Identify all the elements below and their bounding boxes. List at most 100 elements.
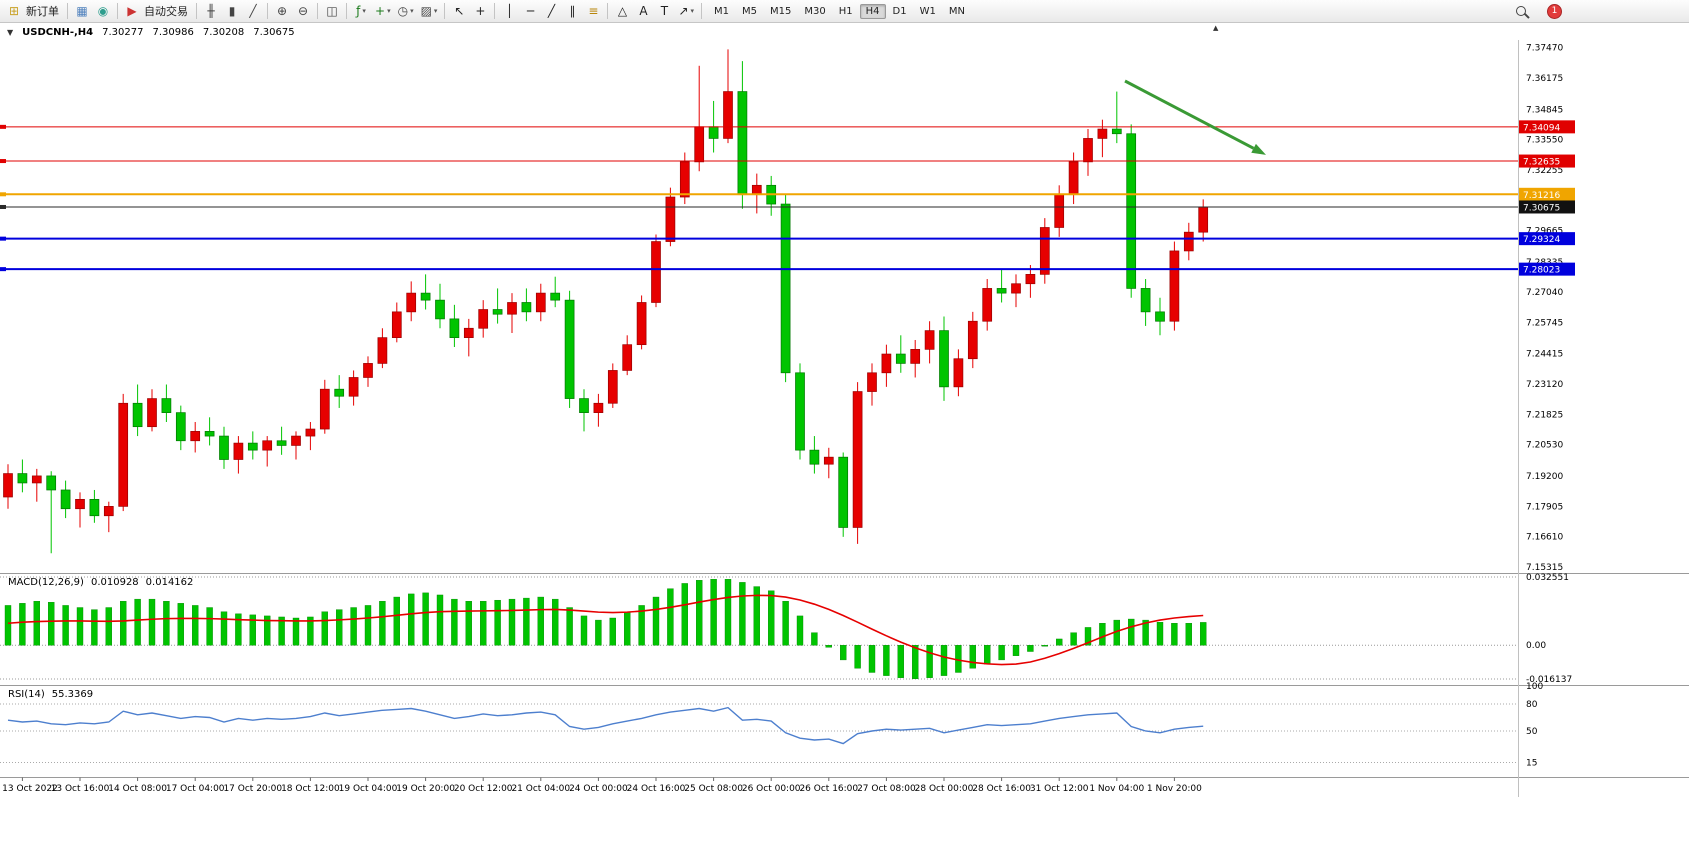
text-label-button[interactable]: T	[654, 2, 674, 21]
trendline-button[interactable]: ╱	[541, 2, 561, 21]
timeframe-h1[interactable]: H1	[838, 5, 853, 17]
crosshair-button[interactable]: +	[470, 2, 490, 21]
timeframe-m1[interactable]: M1	[714, 5, 730, 17]
macd-histogram-bar	[782, 601, 789, 646]
candle	[1083, 138, 1093, 163]
date-axis-label: 27 Oct 08:00	[857, 784, 916, 794]
date-axis-label: 13 Oct 16:00	[51, 784, 110, 794]
macd-histogram-bar	[292, 617, 300, 646]
macd-value-signal: 0.014162	[145, 577, 194, 588]
macd-histogram-bar	[278, 616, 285, 646]
cursor-button[interactable]: ↖	[449, 2, 469, 21]
price-badge	[1519, 262, 1575, 276]
templates-button[interactable]: ▨ ▾	[418, 2, 441, 21]
candle	[175, 412, 186, 442]
price-axis-label: 7.32255	[1526, 166, 1563, 176]
add-indicator-button[interactable]: + ▾	[372, 2, 394, 21]
line-handle[interactable]	[0, 192, 6, 197]
macd-histogram-bar	[681, 583, 688, 646]
trend-arrow-head[interactable]	[1251, 143, 1266, 155]
text-button[interactable]: A	[633, 2, 653, 21]
timeframe-m15[interactable]: M15	[770, 5, 792, 17]
timeframe-d1[interactable]: D1	[892, 5, 907, 17]
candle	[1155, 311, 1165, 322]
chevron-down-icon: ▾	[690, 7, 695, 15]
candle	[262, 440, 273, 451]
zoom-out-button[interactable]: ⊖	[293, 2, 313, 21]
zoom-in-button[interactable]: ⊕	[272, 2, 292, 21]
line-handle[interactable]	[0, 159, 6, 164]
shapes-button[interactable]: △	[612, 2, 632, 21]
candle	[550, 292, 561, 301]
arrows-tool-button[interactable]: ↗ ▾	[675, 2, 697, 21]
line-handle[interactable]	[0, 124, 6, 129]
candle	[60, 489, 71, 510]
macd-histogram-bar	[1171, 623, 1178, 646]
price-axis-label: 7.15315	[1526, 563, 1563, 573]
macd-histogram-bar	[854, 645, 861, 669]
timeframe-m5[interactable]: M5	[742, 5, 758, 17]
zoom-out-icon: ⊖	[297, 4, 309, 18]
macd-histogram-bar	[134, 598, 141, 646]
timeframe-m30[interactable]: M30	[804, 5, 826, 17]
date-axis-label: 1 Nov 04:00	[1089, 784, 1144, 794]
fibonacci-button[interactable]: ≡	[583, 2, 603, 21]
macd-histogram-bar	[984, 645, 991, 665]
line-handle[interactable]	[0, 267, 6, 272]
candle	[607, 370, 618, 404]
price-axis-label: 7.37470	[1526, 44, 1563, 54]
macd-histogram-bar	[408, 593, 415, 646]
line-handle[interactable]	[0, 204, 6, 209]
notification-badge[interactable]: 1	[1547, 3, 1562, 19]
timeframe-h4[interactable]: H4	[859, 3, 886, 19]
rsi-value: 55.3369	[51, 689, 94, 700]
macd-histogram-bar	[897, 645, 904, 678]
new-order-button[interactable]: ⊞	[4, 2, 24, 21]
candle	[1111, 128, 1122, 135]
timeframe-mn[interactable]: MN	[948, 5, 965, 17]
autotrading-button[interactable]: ▶	[122, 2, 142, 21]
tick-chart-button[interactable]: ◉	[93, 2, 113, 21]
line-chart-mode-button[interactable]: ╱	[243, 2, 263, 21]
bar-chart-mode-button[interactable]: ╫	[201, 2, 221, 21]
candle	[219, 435, 229, 460]
chart-symbol-period: USDCNH-,H4	[22, 26, 94, 38]
timeframe-w1[interactable]: W1	[919, 5, 936, 17]
channel-icon: ∥	[569, 4, 576, 18]
charts-button[interactable]: ▦	[72, 2, 92, 21]
candle	[1169, 250, 1180, 322]
collapse-icon[interactable]: ▼	[7, 27, 14, 37]
equidistant-channel-button[interactable]: ∥	[562, 2, 582, 21]
candle	[204, 431, 215, 437]
ohlc-high: 7.30986	[152, 26, 194, 38]
macd-axis-label: 0.032551	[1526, 573, 1569, 583]
price-badge-label: 7.29324	[1523, 235, 1560, 245]
price-badge-label: 7.30675	[1523, 203, 1560, 213]
candlestick-mode-button[interactable]: ▮	[222, 2, 242, 21]
macd-histogram-bar	[1055, 638, 1063, 646]
macd-histogram-bar	[119, 601, 127, 646]
horizontal-line-icon: ─	[526, 4, 535, 18]
line-handle[interactable]	[0, 236, 6, 241]
price-badge	[1519, 232, 1575, 246]
candle	[521, 302, 532, 313]
macd-histogram-bar	[422, 592, 429, 646]
add-indicator-icon: +	[375, 4, 386, 18]
vertical-line-button[interactable]: │	[499, 2, 519, 21]
candle	[838, 456, 849, 528]
price-chart: 7.374707.361757.348457.335507.322557.309…	[0, 40, 1689, 797]
macd-axis-label: -0.016137	[1526, 675, 1572, 685]
periods-button[interactable]: ◷ ▾	[395, 2, 417, 21]
indicators-button[interactable]: ƒ ▾	[351, 2, 371, 21]
tile-windows-button[interactable]: ◫	[322, 2, 342, 21]
cursor-icon: ↖	[454, 4, 465, 18]
candle	[1011, 283, 1021, 294]
horizontal-line-button[interactable]: ─	[520, 2, 540, 21]
candle	[190, 431, 201, 442]
search-icon[interactable]	[1516, 6, 1526, 16]
price-axis-label: 7.21825	[1526, 410, 1563, 420]
candle	[118, 402, 129, 507]
candle	[535, 292, 546, 313]
trend-arrow[interactable]	[1124, 79, 1255, 150]
date-axis-label: 21 Oct 04:00	[511, 784, 570, 794]
